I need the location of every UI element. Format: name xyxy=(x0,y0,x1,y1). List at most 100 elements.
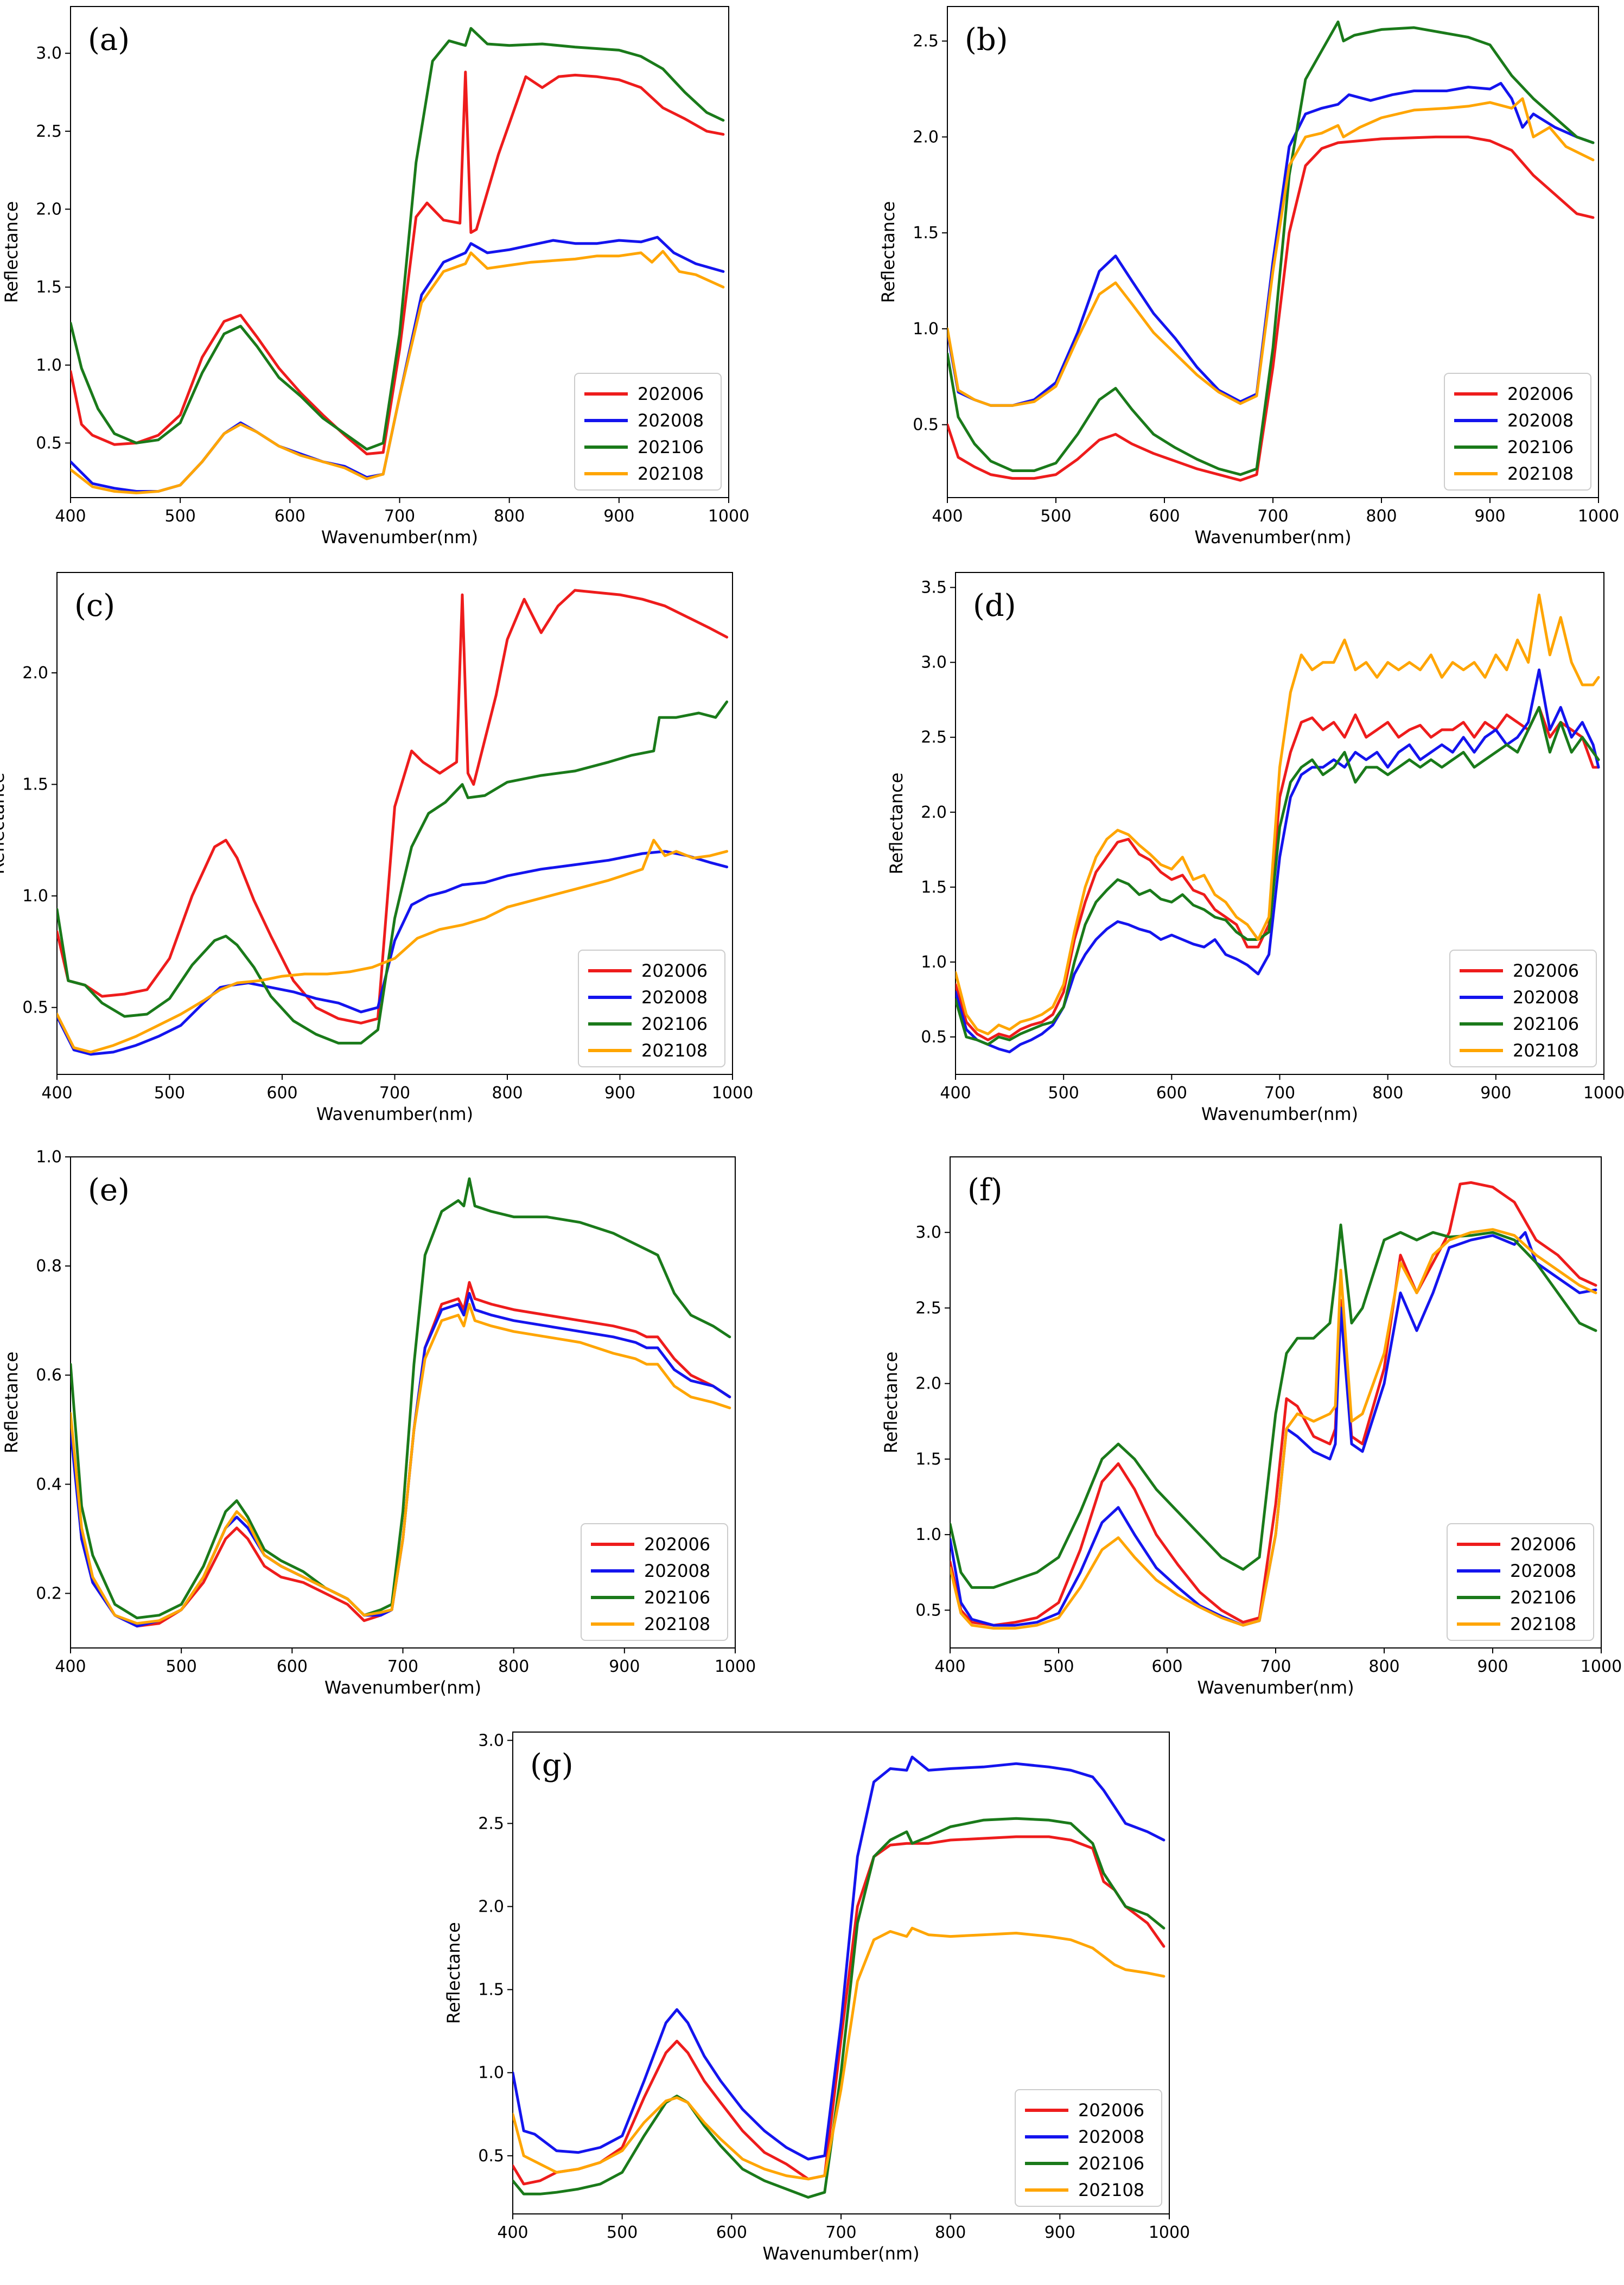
legend-label-202006: 202006 xyxy=(644,1534,710,1555)
y-tick-label: 2.0 xyxy=(913,128,939,147)
x-tick-label: 700 xyxy=(1257,507,1288,526)
legend-label-202006: 202006 xyxy=(641,960,708,981)
y-tick-label: 1.0 xyxy=(478,2064,504,2083)
chart-panel-b: 400 500 600 700 800 900 1000 0.5 1.0 1.5 2.0 2.5 Wav… xyxy=(878,6,1619,548)
x-tick-label: 1000 xyxy=(1149,2223,1190,2242)
y-tick-label: 0.8 xyxy=(36,1257,62,1276)
legend-box xyxy=(574,373,722,491)
y-tick-label: 1.0 xyxy=(36,356,62,375)
panel-label: (g) xyxy=(530,1748,574,1783)
panel-label: (a) xyxy=(88,22,130,58)
x-axis-title: Wavenumber(nm) xyxy=(324,1677,481,1698)
y-tick-label: 1.0 xyxy=(22,887,48,906)
y-tick-label: 1.5 xyxy=(478,1981,504,2000)
y-axis-title: Reflectance xyxy=(443,1922,464,2024)
panel-label: (b) xyxy=(965,22,1008,58)
series-group xyxy=(57,589,729,1056)
x-tick-label: 600 xyxy=(1151,1657,1182,1676)
legend-label-202108: 202108 xyxy=(1507,463,1574,484)
series-line-202106 xyxy=(947,20,1595,476)
legend-label-202106: 202106 xyxy=(1510,1587,1576,1608)
series-line-202106 xyxy=(950,1223,1597,1589)
legend-label-202106: 202106 xyxy=(638,437,704,457)
series-line-202108 xyxy=(947,97,1595,407)
legend-label-202108: 202108 xyxy=(1078,2180,1144,2200)
x-tick-label: 600 xyxy=(277,1657,308,1676)
series-line-202008 xyxy=(513,1755,1166,2161)
series-line-202006 xyxy=(947,135,1595,482)
chart-panel-f: 400 500 600 700 800 900 1000 0.5 1.0 1.5 2.0 2.5 3.0… xyxy=(881,1156,1622,1698)
series-line-202108 xyxy=(71,1303,731,1625)
chart-panel-c: 400 500 600 700 800 900 1000 0.5 1.0 1.5 2.0 Wavenu… xyxy=(0,572,753,1124)
x-axis-title: Wavenumber(nm) xyxy=(1194,527,1351,548)
x-tick-label: 900 xyxy=(603,507,634,526)
x-tick-label: 800 xyxy=(1366,507,1397,526)
legend-label-202006: 202006 xyxy=(638,384,704,404)
y-tick-label: 0.5 xyxy=(913,416,939,435)
series-line-202006 xyxy=(71,71,725,456)
y-tick-label: 2.5 xyxy=(915,1299,941,1317)
y-tick-label: 3.5 xyxy=(921,578,947,597)
y-tick-label: 2.5 xyxy=(478,1814,504,1833)
y-axis-title: Reflectance xyxy=(1,201,22,303)
legend-label-202108: 202108 xyxy=(1513,1040,1579,1061)
x-tick-label: 400 xyxy=(940,1084,971,1103)
legend-label-202106: 202106 xyxy=(641,1014,708,1034)
legend: 202006 202008 202106 202108 xyxy=(1447,1523,1594,1641)
series-group xyxy=(513,1755,1166,2199)
series-line-202108 xyxy=(57,838,729,1054)
y-tick-label: 1.0 xyxy=(36,1148,62,1167)
x-tick-label: 1000 xyxy=(1578,507,1619,526)
legend-label-202108: 202108 xyxy=(641,1040,708,1061)
x-axis-title: Wavenumber(nm) xyxy=(1197,1677,1354,1698)
series-line-202108 xyxy=(950,1228,1597,1630)
legend-box xyxy=(1015,2089,1162,2207)
y-tick-label: 2.5 xyxy=(913,32,939,51)
series-line-202108 xyxy=(71,250,725,494)
y-tick-label: 3.0 xyxy=(915,1223,941,1242)
legend-label-202008: 202008 xyxy=(644,1561,710,1581)
x-tick-label: 700 xyxy=(379,1084,410,1103)
y-tick-label: 2.0 xyxy=(22,664,48,683)
legend: 202006 202008 202106 202108 xyxy=(1015,2089,1162,2207)
legend-label-202106: 202106 xyxy=(1078,2153,1144,2174)
legend: 202006 202008 202106 202108 xyxy=(578,950,725,1067)
x-axis-title: Wavenumber(nm) xyxy=(1201,1104,1358,1124)
series-line-202008 xyxy=(57,850,729,1056)
y-tick-label: 2.5 xyxy=(36,122,62,141)
x-tick-label: 600 xyxy=(1156,1084,1187,1103)
x-tick-label: 600 xyxy=(716,2223,747,2242)
x-tick-label: 400 xyxy=(497,2223,528,2242)
x-tick-label: 400 xyxy=(41,1084,72,1103)
x-tick-label: 400 xyxy=(934,1657,965,1676)
x-axis-title: Wavenumber(nm) xyxy=(321,527,478,548)
x-tick-label: 600 xyxy=(1149,507,1180,526)
series-line-202106 xyxy=(57,700,729,1045)
x-tick-label: 500 xyxy=(607,2223,638,2242)
x-tick-label: 500 xyxy=(1043,1657,1074,1676)
series-line-202008 xyxy=(950,1231,1597,1627)
x-tick-label: 800 xyxy=(1372,1084,1403,1103)
x-tick-label: 400 xyxy=(932,507,963,526)
y-tick-label: 3.0 xyxy=(36,44,62,63)
y-tick-label: 0.5 xyxy=(478,2147,504,2166)
legend-label-202106: 202106 xyxy=(1507,437,1574,457)
y-tick-label: 1.5 xyxy=(915,1450,941,1469)
chart-panel-a: 400 500 600 700 800 900 1000 0.5 1.0 1.5 2.0 2.5 3.0… xyxy=(1,6,749,548)
series-line-202106 xyxy=(71,27,725,451)
legend-label-202006: 202006 xyxy=(1507,384,1574,404)
chart-panel-e: 400 500 600 700 800 900 1000 0.2 0.4 0.6 0.8 1.0 Wav… xyxy=(1,1148,756,1698)
y-axis-title: Reflectance xyxy=(881,1352,901,1454)
x-tick-label: 800 xyxy=(492,1084,523,1103)
x-tick-label: 1000 xyxy=(1583,1084,1624,1103)
y-tick-label: 1.5 xyxy=(913,224,939,243)
x-tick-label: 700 xyxy=(825,2223,856,2242)
legend-label-202106: 202106 xyxy=(1513,1014,1579,1034)
panel-label: (c) xyxy=(74,588,115,623)
y-tick-label: 0.5 xyxy=(921,1028,947,1047)
panel-label: (f) xyxy=(967,1173,1002,1208)
x-tick-label: 800 xyxy=(1368,1657,1399,1676)
legend-label-202008: 202008 xyxy=(638,410,704,431)
y-tick-label: 1.5 xyxy=(22,775,48,794)
series-group xyxy=(947,20,1595,482)
